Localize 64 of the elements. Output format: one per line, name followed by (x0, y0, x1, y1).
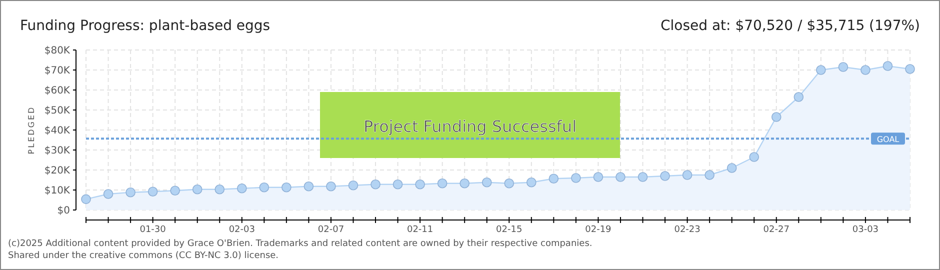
point (81, 194, 91, 204)
point (482, 178, 492, 188)
point (170, 186, 180, 196)
point (749, 152, 760, 162)
point (726, 163, 737, 173)
x-tick-label: 03-03 (852, 225, 879, 235)
y-axis-title: PLEDGED (27, 106, 36, 154)
x-tick-label: 02-15 (496, 225, 522, 235)
y-tick-label: $0 (57, 206, 70, 216)
x-tick-label: 02-23 (674, 225, 700, 235)
point (126, 188, 136, 198)
point (794, 92, 804, 102)
point (504, 178, 514, 188)
point (882, 61, 893, 71)
x-tick-label: 02-03 (228, 225, 255, 235)
y-tick-label: $70K (44, 66, 70, 76)
chart-subtitle: Closed at: $70,520 / $35,715 (197%) (660, 18, 920, 34)
point (704, 170, 714, 180)
point (905, 64, 915, 74)
point (304, 182, 314, 192)
point (437, 178, 448, 188)
point (616, 172, 626, 182)
annotation: Project Funding Successful (363, 117, 577, 136)
point (236, 184, 247, 194)
y-tick-label: $60K (44, 86, 70, 96)
chart-title: Funding Progress: plant-based eggs (20, 18, 270, 34)
point (638, 172, 648, 182)
x-tick-label: 02-11 (406, 225, 434, 235)
x-tick-label: 02-27 (763, 225, 790, 235)
point (548, 174, 559, 184)
point (192, 184, 202, 194)
y-tick-label: $30K (44, 146, 70, 156)
point (526, 178, 536, 188)
point (103, 189, 114, 199)
y-tick-label: $40K (44, 126, 70, 136)
x-tick-label: 02-07 (318, 225, 344, 235)
point (415, 180, 425, 190)
point (571, 173, 581, 183)
point (392, 180, 403, 190)
point (682, 170, 692, 180)
x-tick-label: 01-30 (140, 225, 166, 235)
point (370, 180, 380, 190)
point (326, 182, 336, 192)
point (259, 182, 270, 192)
point (214, 184, 225, 194)
y-tick-label: $80K (44, 46, 70, 56)
point (282, 182, 292, 192)
ref-line-label: GOAL (876, 135, 900, 144)
point (660, 171, 670, 181)
point (460, 178, 470, 188)
point (593, 172, 604, 182)
point (148, 186, 158, 196)
text: Shared under the creative commons (CC BY-NC 3.0) license. (8, 251, 279, 261)
x-tick-label: 02-19 (585, 225, 612, 235)
y-tick-label: $10K (44, 186, 70, 196)
point (771, 112, 782, 122)
point (838, 62, 848, 72)
point (348, 180, 358, 190)
point (860, 65, 870, 75)
y-tick-label: $20K (44, 166, 70, 176)
success-banner: Project Funding Successful (320, 92, 620, 158)
y-tick-label: $50K (44, 106, 70, 116)
text: (c)2025 Additional content provided by Grace O'Brien. Trademarks and related content are owned by their respective companies. (8, 239, 592, 249)
point (816, 65, 826, 75)
